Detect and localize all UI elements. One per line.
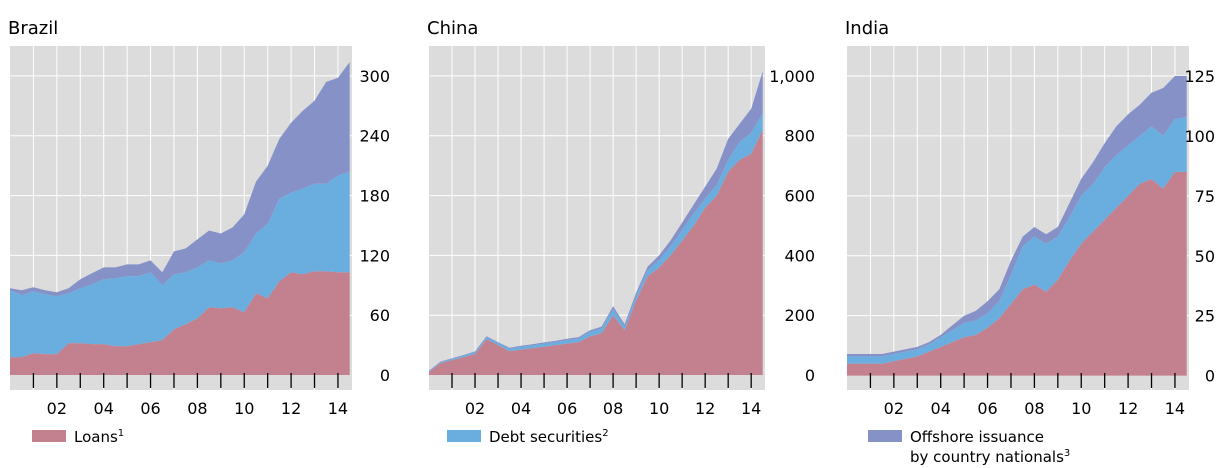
y-tick-label: 25	[1195, 307, 1215, 326]
legend-label-offshore: Offshore issuance	[910, 428, 1044, 446]
x-tick-label: 02	[47, 399, 67, 418]
legend: Loans1 Debt securities2 Offshore issuance b…	[32, 428, 1070, 466]
y-tick-label: 800	[784, 127, 815, 146]
x-tick-label: 08	[603, 399, 623, 418]
x-tick-label: 06	[557, 399, 577, 418]
x-tick-label: 12	[281, 399, 301, 418]
y-tick-label: 180	[359, 187, 390, 206]
x-tick-label: 02	[884, 399, 904, 418]
y-tick-label: 0	[1205, 367, 1215, 386]
x-tick-label: 04	[931, 399, 951, 418]
area-offshore	[10, 62, 350, 297]
x-tick-label: 14	[1165, 399, 1185, 418]
x-tick-label: 10	[1071, 399, 1091, 418]
area-offshore	[847, 76, 1187, 357]
y-tick-label: 300	[359, 67, 390, 86]
area-loans	[429, 129, 763, 375]
x-tick-label: 08	[187, 399, 207, 418]
chart-panel-brazil: Brazil 02 04 06 08 10 12 14 0 60 120 180 240 300	[8, 18, 390, 418]
legend-label-loans: Loans1	[74, 428, 124, 446]
legend-item-loans: Loans1	[32, 428, 124, 446]
y-tick-label: 75	[1195, 187, 1215, 206]
legend-item-debt-securities: Debt securities2	[447, 428, 609, 446]
area-loans	[847, 171, 1187, 376]
legend-swatch-loans	[32, 430, 66, 442]
y-tick-label: 600	[784, 187, 815, 206]
panel-title: Brazil	[8, 18, 58, 39]
chart-panel-india: India 02 04 06 08 10 12 14 0 25 50 75 100 125	[845, 18, 1215, 418]
x-tick-label: 02	[465, 399, 485, 418]
chart-panel-china: China 02 04 06 08 10 12 14 0 200 400 600 800 1,000	[427, 18, 815, 418]
x-tick-label: 14	[328, 399, 348, 418]
y-tick-label: 200	[784, 306, 815, 325]
legend-item-offshore: Offshore issuance by country nationals3	[868, 428, 1070, 466]
x-tick-label: 06	[977, 399, 997, 418]
area-loans	[10, 271, 350, 375]
area-debt-securities	[847, 116, 1187, 364]
y-tick-label: 0	[380, 366, 390, 385]
y-tick-label: 120	[359, 246, 390, 265]
x-tick-label: 04	[94, 399, 114, 418]
area-debt-securities	[10, 171, 350, 358]
y-tick-label: 240	[359, 127, 390, 146]
y-tick-label: 50	[1195, 247, 1215, 266]
legend-label-offshore-line2: by country nationals3	[910, 448, 1070, 466]
y-tick-label: 100	[1184, 127, 1215, 146]
y-tick-label: 1,000	[769, 67, 815, 86]
x-tick-label: 12	[695, 399, 715, 418]
y-tick-label: 0	[805, 366, 815, 385]
x-tick-label: 08	[1024, 399, 1044, 418]
y-tick-label: 400	[784, 246, 815, 265]
x-tick-label: 06	[140, 399, 160, 418]
x-tick-label: 14	[741, 399, 761, 418]
x-tick-label: 04	[511, 399, 531, 418]
y-tick-label: 60	[370, 306, 390, 325]
panel-title: China	[427, 18, 478, 39]
panel-title: India	[845, 18, 889, 39]
legend-swatch-debt-securities	[447, 430, 481, 442]
x-tick-label: 12	[1118, 399, 1138, 418]
x-tick-label: 10	[234, 399, 254, 418]
x-tick-label: 10	[649, 399, 669, 418]
legend-label-debt-securities: Debt securities2	[489, 428, 609, 446]
legend-swatch-offshore	[868, 430, 902, 442]
y-tick-label: 125	[1184, 67, 1215, 86]
